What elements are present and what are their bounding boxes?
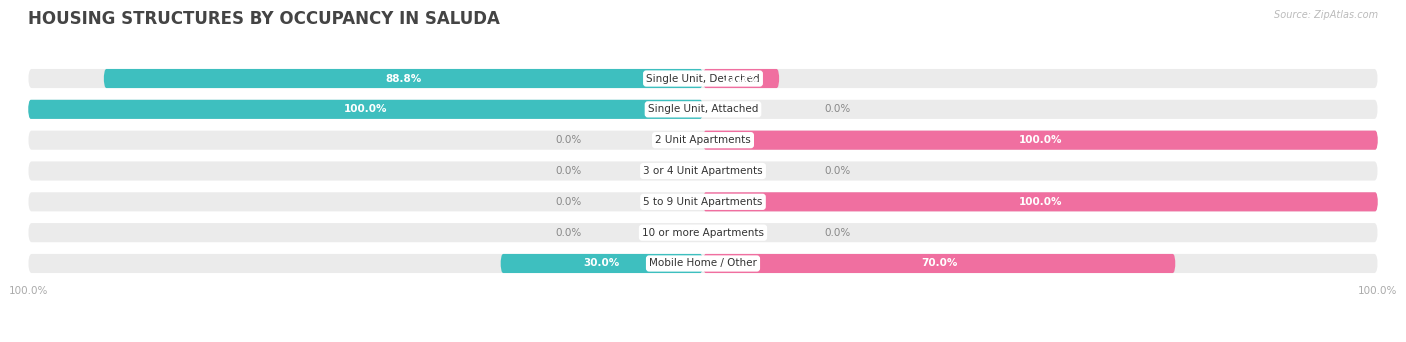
Text: Single Unit, Detached: Single Unit, Detached <box>647 74 759 83</box>
Text: Mobile Home / Other: Mobile Home / Other <box>650 259 756 268</box>
Text: 0.0%: 0.0% <box>824 166 851 176</box>
FancyBboxPatch shape <box>28 223 1378 242</box>
Text: Source: ZipAtlas.com: Source: ZipAtlas.com <box>1274 10 1378 20</box>
Text: 100.0%: 100.0% <box>344 104 387 114</box>
Text: 0.0%: 0.0% <box>555 228 582 238</box>
FancyBboxPatch shape <box>703 69 779 88</box>
Text: 88.8%: 88.8% <box>385 74 422 83</box>
Text: 0.0%: 0.0% <box>824 228 851 238</box>
FancyBboxPatch shape <box>28 131 1378 150</box>
FancyBboxPatch shape <box>28 69 1378 88</box>
FancyBboxPatch shape <box>28 192 1378 211</box>
FancyBboxPatch shape <box>703 254 1175 273</box>
FancyBboxPatch shape <box>703 131 1378 150</box>
Text: 11.3%: 11.3% <box>723 74 759 83</box>
Text: 10 or more Apartments: 10 or more Apartments <box>643 228 763 238</box>
Text: 0.0%: 0.0% <box>555 166 582 176</box>
FancyBboxPatch shape <box>28 254 1378 273</box>
FancyBboxPatch shape <box>28 100 703 119</box>
Text: 3 or 4 Unit Apartments: 3 or 4 Unit Apartments <box>643 166 763 176</box>
FancyBboxPatch shape <box>28 161 1378 181</box>
Text: 0.0%: 0.0% <box>555 197 582 207</box>
Text: 30.0%: 30.0% <box>583 259 620 268</box>
Legend: Owner-occupied, Renter-occupied: Owner-occupied, Renter-occupied <box>595 340 811 342</box>
Text: 100.0%: 100.0% <box>1019 197 1062 207</box>
Text: 100.0%: 100.0% <box>1019 135 1062 145</box>
Text: Single Unit, Attached: Single Unit, Attached <box>648 104 758 114</box>
Text: 5 to 9 Unit Apartments: 5 to 9 Unit Apartments <box>644 197 762 207</box>
FancyBboxPatch shape <box>28 100 1378 119</box>
Text: HOUSING STRUCTURES BY OCCUPANCY IN SALUDA: HOUSING STRUCTURES BY OCCUPANCY IN SALUD… <box>28 10 501 28</box>
Text: 70.0%: 70.0% <box>921 259 957 268</box>
Text: 0.0%: 0.0% <box>824 104 851 114</box>
Text: 0.0%: 0.0% <box>555 135 582 145</box>
FancyBboxPatch shape <box>501 254 703 273</box>
Text: 2 Unit Apartments: 2 Unit Apartments <box>655 135 751 145</box>
FancyBboxPatch shape <box>104 69 703 88</box>
FancyBboxPatch shape <box>703 192 1378 211</box>
